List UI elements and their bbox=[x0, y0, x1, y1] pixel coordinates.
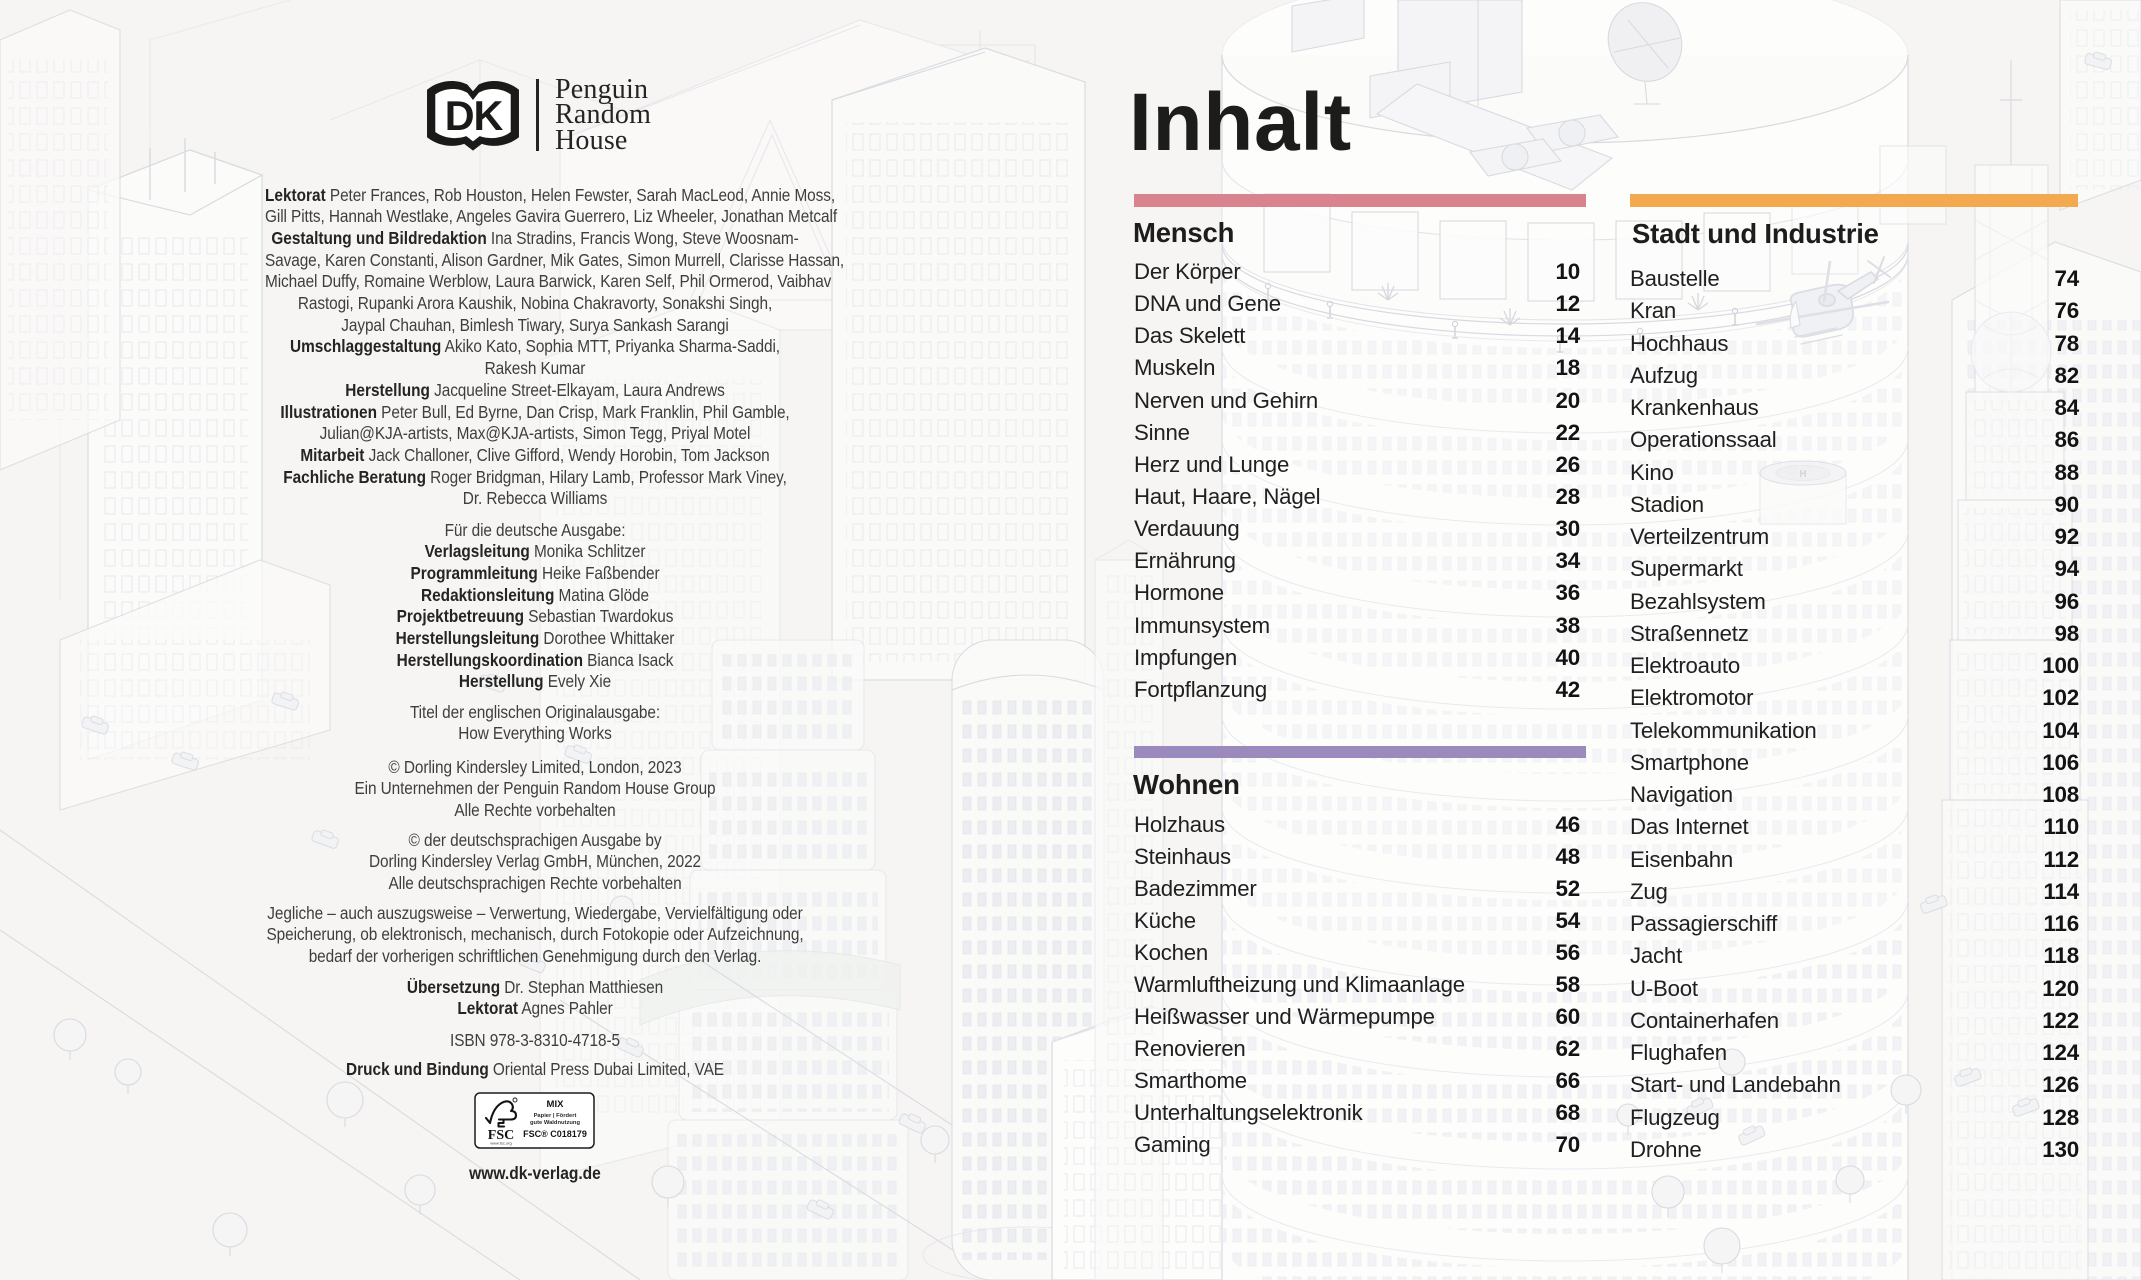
svg-text:MIX: MIX bbox=[547, 1099, 565, 1110]
svg-text:DK: DK bbox=[445, 93, 504, 139]
svg-text:FSC: FSC bbox=[488, 1128, 514, 1143]
svg-text:Papier | Fördert: Papier | Fördert bbox=[534, 1113, 577, 1119]
svg-text:gute Waldnutzung: gute Waldnutzung bbox=[530, 1120, 580, 1126]
svg-text:www.fsc.org: www.fsc.org bbox=[490, 1141, 512, 1146]
svg-text:FSC® C018179: FSC® C018179 bbox=[523, 1129, 587, 1139]
svg-text:H: H bbox=[1799, 469, 1806, 480]
